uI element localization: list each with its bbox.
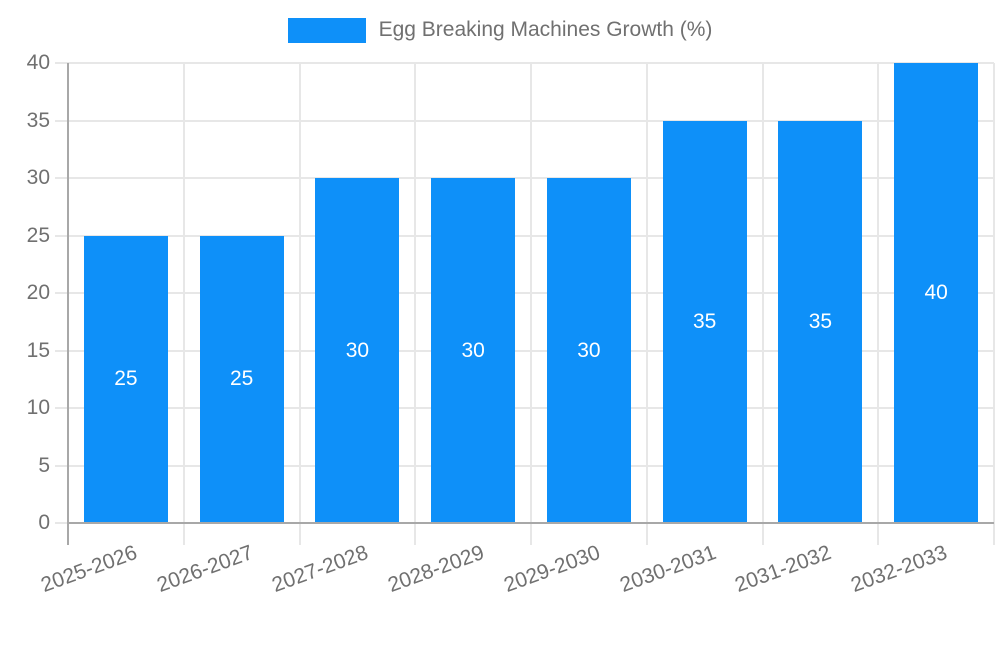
y-axis-line [67,63,69,523]
y-tick-mark [55,407,68,409]
gridline-vertical [645,63,648,523]
x-tick-mark [877,523,880,545]
y-tick-mark [55,62,68,64]
bar: 30 [431,178,516,523]
y-tick-label: 30 [26,166,50,189]
y-tick-label: 20 [26,281,50,304]
x-tick-mark [645,523,648,545]
gridline-vertical [877,63,880,523]
bar-value-label: 30 [577,338,601,362]
y-tick-mark [55,177,68,179]
bar-value-label: 35 [808,309,833,333]
x-tick-mark [530,523,532,545]
bar: 25 [199,235,284,523]
plot-area: 25 25 30 30 30 35 35 40 [67,62,995,524]
bar-value-label: 40 [924,281,948,304]
legend-label: Egg Breaking Machines Growth (%) [378,18,713,41]
gridline-vertical [414,63,417,523]
y-tick-mark [55,522,68,524]
y-tick-mark [55,234,68,237]
y-tick-label: 40 [26,51,50,74]
x-axis-line [68,522,994,524]
gridline-vertical [761,63,764,523]
legend-swatch [287,17,366,43]
chart-legend[interactable]: Egg Breaking Machines Growth (%) [0,17,1000,43]
y-tick-label: 10 [26,396,50,419]
y-tick-label: 15 [26,338,50,362]
bar: 30 [546,178,631,523]
y-tick-label: 5 [38,453,50,477]
bar: 25 [83,235,168,523]
gridline-vertical [530,63,532,523]
bar: 40 [894,63,979,523]
x-tick-mark [182,523,185,545]
bar: 35 [662,120,747,523]
y-tick-mark [55,464,68,467]
y-tick-label: 0 [38,511,50,534]
bar-value-label: 30 [461,338,485,362]
bar-value-label: 25 [114,367,138,391]
bar: 30 [315,178,400,523]
bar: 35 [778,120,863,523]
bar-value-label: 35 [692,309,717,333]
x-tick-mark [298,523,301,545]
y-tick-mark [55,292,68,294]
x-tick-mark [761,523,764,545]
x-tick-mark [993,523,995,545]
gridline-vertical [993,63,995,523]
y-tick-mark [55,349,68,352]
y-tick-mark [55,119,68,122]
bar-value-label: 25 [229,367,254,391]
bar-chart: Egg Breaking Machines Growth (%) 25 25 30 3… [0,17,1000,597]
y-tick-label: 35 [26,108,50,132]
y-tick-label: 25 [26,223,50,247]
gridline-vertical [298,63,301,523]
gridline-vertical [182,63,185,523]
bar-value-label: 30 [345,338,370,362]
x-tick-mark [67,523,69,545]
x-tick-mark [414,523,417,545]
